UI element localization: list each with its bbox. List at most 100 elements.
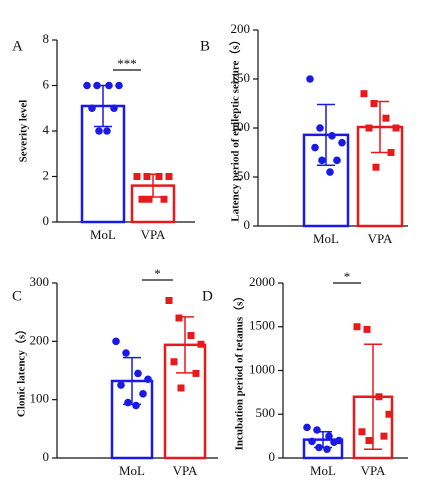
significance: * bbox=[344, 269, 351, 284]
data-point bbox=[360, 90, 368, 98]
x-tick-label: VPA bbox=[361, 463, 386, 478]
x-tick-label: VPA bbox=[368, 231, 393, 246]
data-point bbox=[363, 325, 371, 333]
panel-label: D bbox=[202, 288, 213, 304]
error-bar bbox=[317, 103, 335, 166]
data-point bbox=[306, 75, 314, 83]
panel-label: A bbox=[12, 38, 23, 54]
data-point bbox=[170, 358, 178, 366]
y-tick-label: 2 bbox=[43, 167, 50, 182]
data-point bbox=[187, 332, 195, 339]
data-point bbox=[165, 297, 173, 304]
data-point bbox=[83, 81, 91, 90]
y-tick-label: 8 bbox=[43, 31, 50, 46]
data-point bbox=[303, 423, 311, 432]
y-tick-label: 0 bbox=[43, 213, 50, 228]
data-point bbox=[358, 428, 366, 436]
data-point bbox=[117, 381, 125, 389]
significance: * bbox=[154, 266, 161, 281]
data-point bbox=[177, 384, 185, 392]
panel-label: C bbox=[12, 288, 22, 304]
data-point bbox=[325, 432, 333, 440]
y-tick-label: 6 bbox=[43, 76, 50, 91]
data-point bbox=[105, 81, 113, 90]
x-tick-label: VPA bbox=[173, 463, 198, 478]
data-point bbox=[95, 127, 103, 135]
data-point bbox=[122, 349, 130, 357]
data-point bbox=[372, 163, 380, 171]
panel-label: B bbox=[200, 38, 210, 54]
y-tick-label: 0 bbox=[269, 449, 276, 464]
data-point bbox=[155, 173, 163, 180]
data-point bbox=[385, 410, 393, 418]
data-point bbox=[88, 104, 96, 113]
data-point bbox=[143, 173, 151, 180]
data-point bbox=[124, 398, 132, 407]
y-tick-label: 0 bbox=[244, 217, 251, 232]
data-point bbox=[197, 340, 205, 348]
x-tick-label: MoL bbox=[119, 463, 145, 478]
data-point bbox=[330, 438, 338, 447]
y-tick-label: 200 bbox=[30, 332, 50, 347]
data-point bbox=[112, 337, 120, 346]
data-point bbox=[93, 81, 101, 90]
y-tick-label: 4 bbox=[43, 122, 50, 137]
y-axis-label: Clonic latency（s） bbox=[15, 324, 28, 417]
data-point bbox=[353, 323, 361, 331]
y-axis-label: Latency period of epileptic seizure（s） bbox=[229, 34, 242, 221]
x-tick-label: MoL bbox=[310, 463, 336, 478]
data-point bbox=[132, 401, 140, 410]
data-point bbox=[370, 100, 378, 107]
data-point bbox=[133, 173, 141, 180]
data-point bbox=[103, 127, 111, 135]
y-tick-label: 300 bbox=[30, 274, 50, 289]
y-axis-label: Severity level bbox=[18, 100, 30, 163]
y-tick-label: 500 bbox=[256, 405, 276, 420]
data-point bbox=[192, 369, 200, 377]
data-point bbox=[139, 390, 147, 398]
data-point bbox=[175, 314, 183, 322]
data-point bbox=[323, 445, 331, 454]
data-point bbox=[382, 114, 390, 122]
data-point bbox=[392, 124, 400, 132]
data-point bbox=[313, 426, 321, 434]
y-axis-label: Incubation period of tetanus（s） bbox=[233, 291, 246, 451]
y-tick-label: 2000 bbox=[249, 274, 275, 289]
y-tick-label: 100 bbox=[30, 391, 50, 406]
y-tick-label: 50 bbox=[237, 168, 250, 183]
y-tick-label: 200 bbox=[231, 21, 251, 36]
x-tick-label: MoL bbox=[313, 231, 339, 246]
data-point bbox=[380, 432, 388, 440]
data-point bbox=[375, 393, 383, 401]
data-point bbox=[315, 443, 323, 452]
data-point bbox=[308, 437, 316, 446]
x-tick-label: VPA bbox=[141, 227, 166, 242]
data-point bbox=[110, 104, 118, 113]
data-point bbox=[316, 124, 324, 132]
data-point bbox=[165, 173, 173, 180]
data-point bbox=[145, 195, 153, 203]
data-point bbox=[134, 369, 142, 378]
significance: *** bbox=[117, 56, 137, 71]
y-tick-label: 1000 bbox=[249, 361, 275, 376]
data-point bbox=[365, 124, 373, 132]
data-point bbox=[387, 149, 395, 156]
data-point bbox=[333, 156, 341, 165]
y-tick-label: 100 bbox=[231, 119, 251, 134]
data-point bbox=[318, 156, 326, 165]
x-tick-label: MoL bbox=[90, 227, 116, 242]
y-tick-label: 150 bbox=[231, 70, 251, 85]
error-bar bbox=[364, 343, 382, 450]
data-point bbox=[144, 375, 152, 384]
y-tick-label: 0 bbox=[43, 449, 50, 464]
data-point bbox=[365, 437, 373, 444]
data-point bbox=[115, 81, 123, 90]
y-tick-label: 1500 bbox=[249, 318, 275, 333]
data-point bbox=[326, 168, 334, 176]
data-point bbox=[328, 132, 336, 140]
data-point bbox=[311, 143, 319, 152]
data-point bbox=[338, 138, 346, 147]
data-point bbox=[138, 195, 146, 203]
data-point bbox=[160, 195, 168, 203]
